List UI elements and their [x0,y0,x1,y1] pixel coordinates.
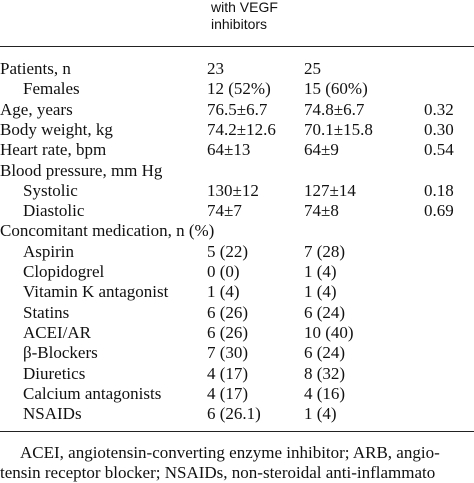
cell-group-2: 127±14 [304,180,356,200]
row-label: Heart rate, bpm [0,140,107,160]
cell-group-1: 12 (52%) [207,79,271,99]
cell-group-2: 70.1±15.8 [304,119,373,139]
row-label: Statins [23,302,70,322]
cell-group-2: 15 (60%) [304,79,368,99]
row-label: Calcium antagonists [23,383,162,403]
p-value: 0.32 [424,99,454,119]
cell-group-2: 10 (40) [304,322,354,342]
cell-group-1: 74.2±12.6 [207,119,276,139]
row-label: Body weight, kg [0,119,113,139]
cell-group-1: 74±7 [207,201,242,221]
row-label: Clopidogrel [23,262,105,281]
row-label: Diastolic [23,201,85,221]
row-label: Concomitant medication, n (%) [0,221,215,241]
row-label: β-Blockers [23,343,98,363]
cell-group-2: 6 (24) [304,302,346,322]
cell-group-1: 130±12 [207,180,259,200]
cell-group-2: 74.8±6.7 [304,99,365,119]
cell-group-1: 0 (0) [207,262,240,281]
row-label: Diuretics [23,363,86,383]
cell-group-1: 5 (22) [207,241,249,261]
p-value: 0.30 [424,119,454,139]
column-header: inhibitors [211,16,268,32]
row-label: Patients, n [0,59,71,78]
cell-group-1: 23 [207,59,224,78]
cell-group-2: 1 (4) [304,282,337,302]
p-value: 0.54 [424,140,454,160]
cell-group-1: 7 (30) [207,343,249,363]
cell-group-2: 8 (32) [304,363,346,383]
cell-group-2: 4 (16) [304,383,346,403]
footnote: tensin receptor blocker; NSAIDs, non-ste… [0,463,436,482]
cell-group-1: 4 (17) [207,383,249,403]
cell-group-2: 25 [304,59,321,78]
cell-group-1: 64±13 [207,140,251,160]
cell-group-2: 74±8 [304,201,339,221]
row-label: Blood pressure, mm Hg [0,160,163,180]
cell-group-2: 1 (4) [304,404,337,424]
column-header: with VEGF [211,0,278,15]
table-top-rule [0,46,474,47]
cell-group-1: 4 (17) [207,363,249,383]
cell-group-2: 64±9 [304,140,339,160]
cell-group-2: 6 (24) [304,343,346,363]
cell-group-1: 6 (26) [207,322,249,342]
p-value: 0.69 [424,201,454,221]
row-label: Females [23,79,80,99]
cell-group-1: 6 (26) [207,302,249,322]
row-label: Age, years [0,99,73,119]
cell-group-2: 7 (28) [304,241,346,261]
row-label: NSAIDs [23,404,82,424]
cell-group-2: 1 (4) [304,262,337,281]
row-label: Vitamin K antagonist [23,282,169,302]
cell-group-1: 6 (26.1) [207,404,261,424]
cell-group-1: 76.5±6.7 [207,99,268,119]
row-label: ACEI/AR [23,322,91,342]
footnote: ACEI, angiotensin-converting enzyme inhi… [20,443,440,462]
row-label: Systolic [23,180,78,200]
table-bottom-rule [0,431,474,432]
p-value: 0.18 [424,180,454,200]
row-label: Aspirin [23,241,74,261]
cell-group-1: 1 (4) [207,282,240,302]
